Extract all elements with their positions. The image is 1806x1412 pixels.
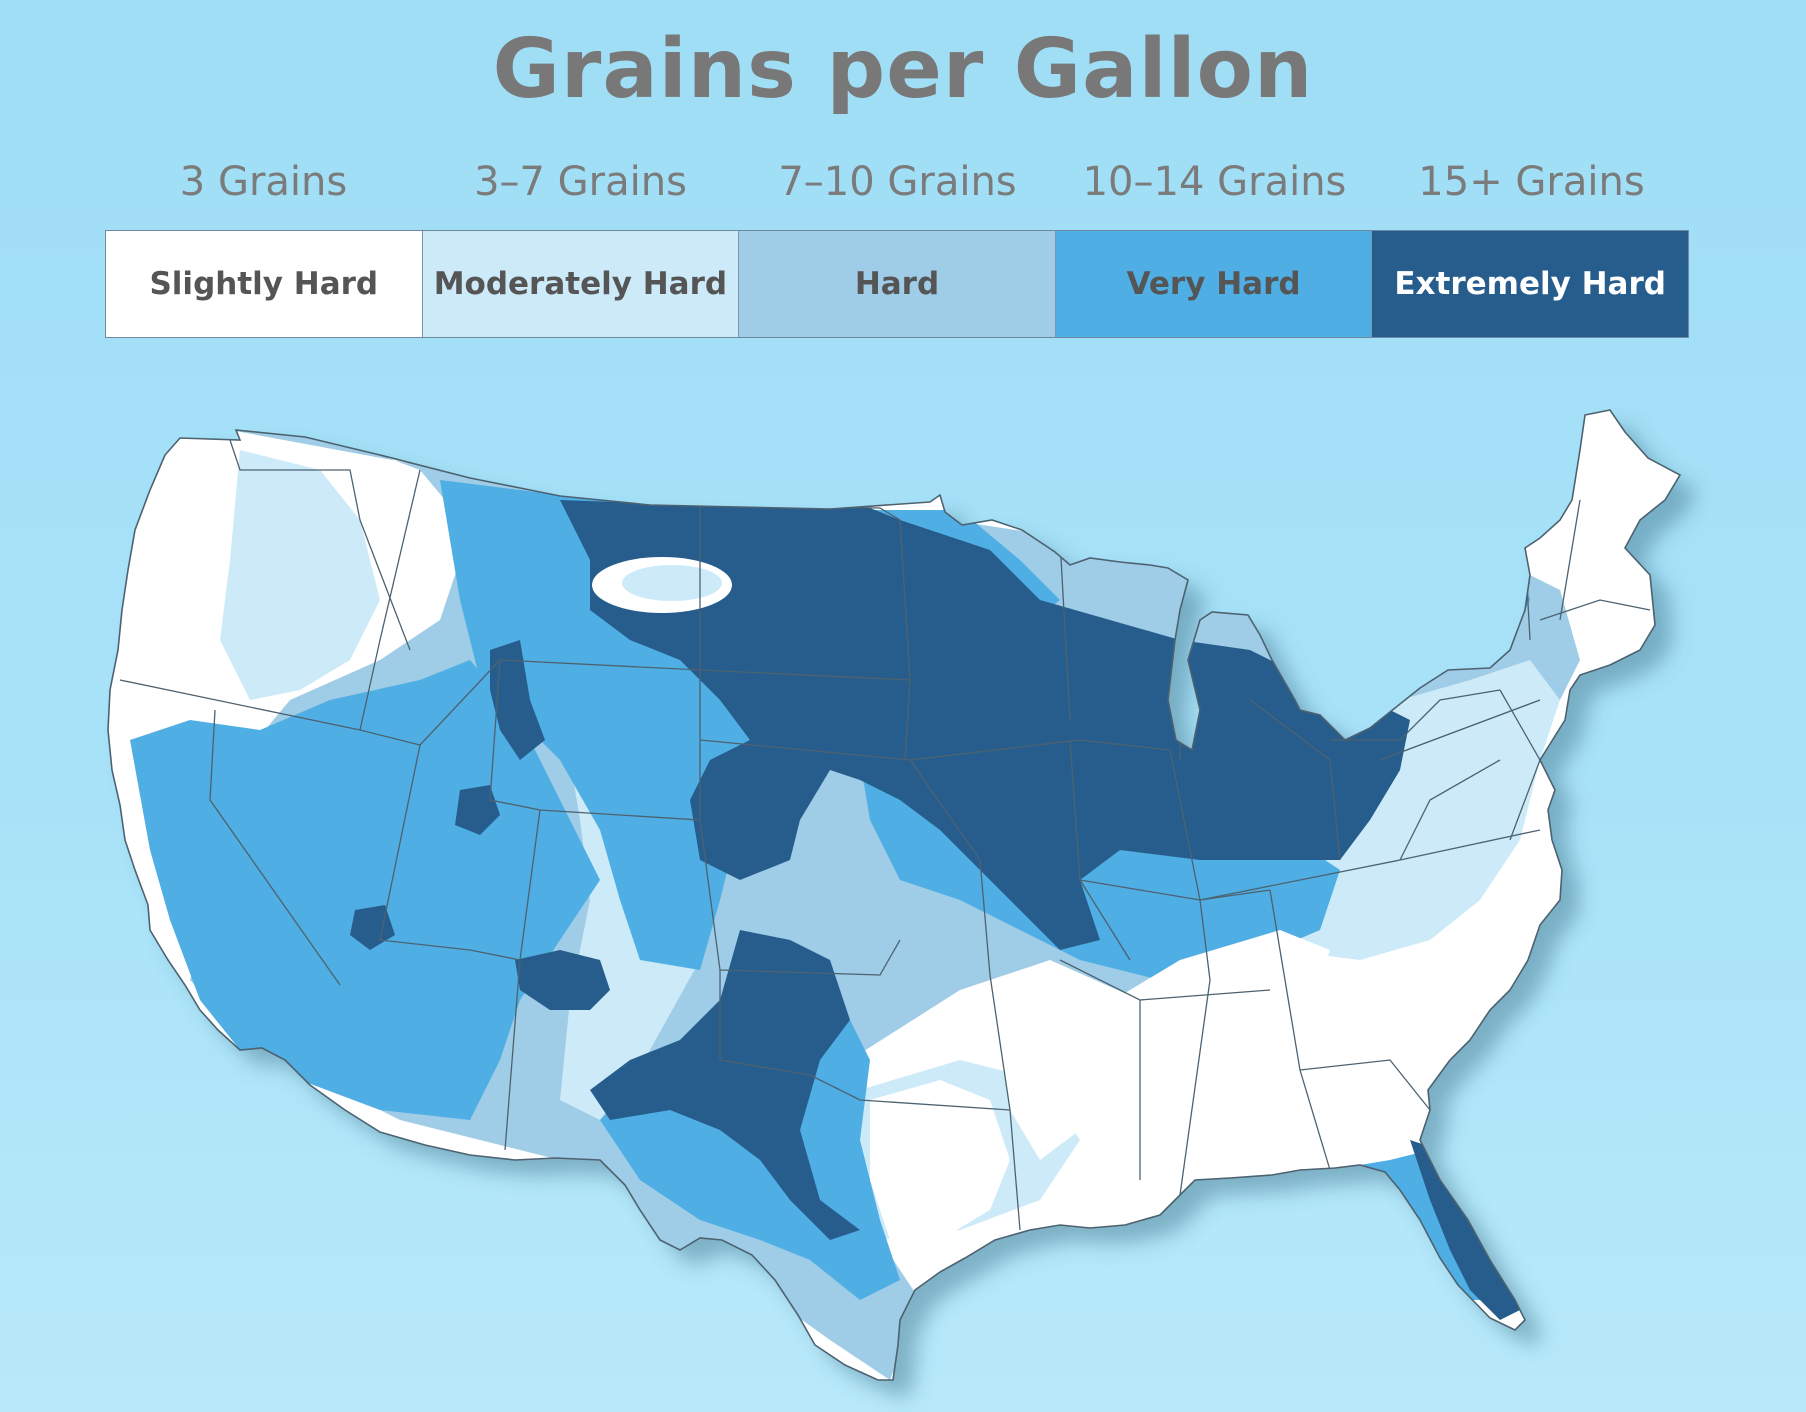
legend-bar: Slightly Hard Moderately Hard Hard Very …	[105, 230, 1689, 338]
grain-label-4: 10–14 Grains	[1082, 159, 1347, 205]
state-borders	[119, 439, 1651, 1231]
legend-slightly-hard: Slightly Hard	[106, 231, 423, 337]
zone-extremely-hard-utah	[490, 640, 545, 760]
zone-extremely-hard-florida	[1410, 1140, 1520, 1320]
legend-very-hard: Very Hard	[1055, 231, 1373, 337]
zone-soft-southwest	[870, 1080, 1010, 1240]
zone-extremely-hard-texas	[590, 930, 860, 1240]
zone-soft-southeast	[1000, 930, 1330, 1160]
map-title: Grains per Gallon	[492, 22, 1314, 117]
grain-label-1: 3 Grains	[179, 159, 348, 205]
hardness-zones	[108, 410, 1680, 1380]
legend-hard: Hard	[739, 231, 1056, 337]
zone-moderate-montana	[622, 565, 722, 601]
grain-label-5: 15+ Grains	[1418, 159, 1645, 205]
grain-label-3: 7–10 Grains	[778, 159, 1017, 205]
zone-very-hard-west	[130, 660, 600, 1120]
zone-moderate-west	[220, 450, 380, 700]
zone-extremely-hard-nm	[515, 950, 610, 1010]
legend-moderately-hard: Moderately Hard	[422, 231, 740, 337]
zone-extremely-hard-spot	[455, 785, 500, 835]
grain-label-2: 3–7 Grains	[474, 159, 687, 205]
zone-extremely-hard-central	[560, 500, 1410, 950]
zone-extremely-hard-nevada-spot	[350, 905, 395, 950]
legend-extremely-hard: Extremely Hard	[1372, 231, 1688, 337]
